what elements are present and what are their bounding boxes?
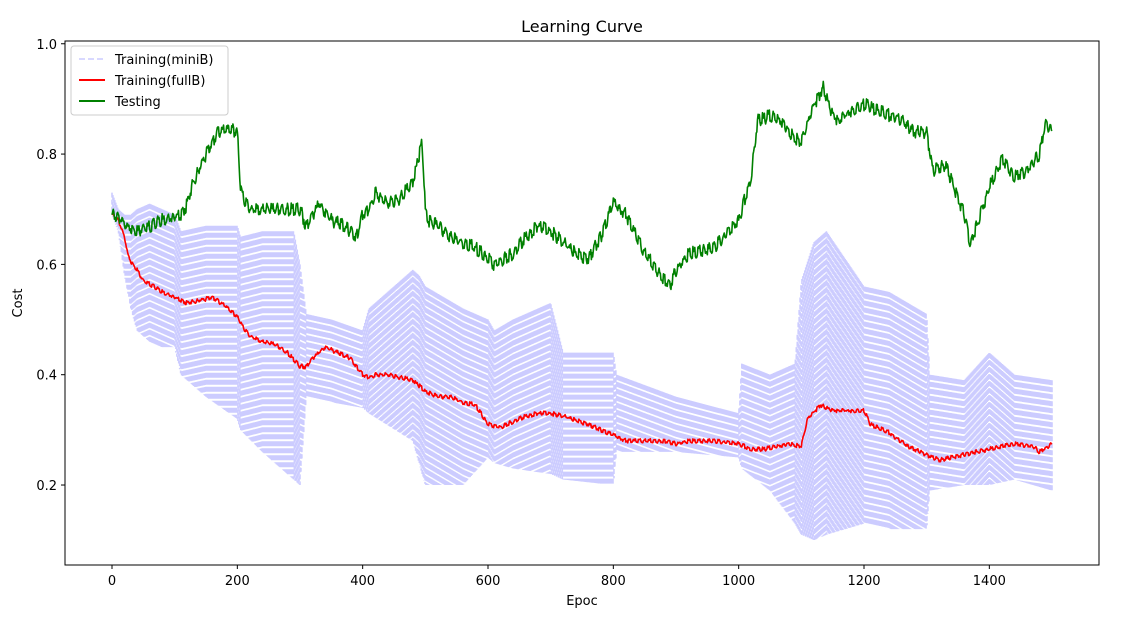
x-tick-label: 0 — [108, 574, 116, 589]
x-tick-label: 1200 — [847, 574, 880, 589]
chart-title: Learning Curve — [521, 17, 643, 36]
series-line-training-minib — [111, 192, 1053, 541]
y-axis-label: Cost — [11, 289, 26, 318]
y-tick-label: 0.4 — [36, 369, 57, 384]
x-tick-label: 1400 — [973, 574, 1006, 589]
y-tick-label: 1.0 — [36, 38, 57, 53]
legend: Training(miniB) Training(fullB) Testing — [70, 45, 229, 116]
legend-item-training-minib: Training(miniB) — [79, 53, 213, 68]
x-tick-label: 1000 — [722, 574, 755, 589]
legend-label-testing: Testing — [114, 95, 161, 110]
y-tick-label: 0.2 — [36, 479, 57, 494]
x-tick-label: 200 — [225, 574, 250, 589]
y-axis-ticks: 0.2 0.4 0.6 0.8 1.0 — [36, 38, 65, 494]
legend-item-training-fullb: Training(fullB) — [79, 74, 205, 89]
legend-item-testing: Testing — [79, 95, 161, 110]
y-tick-label: 0.8 — [36, 148, 57, 163]
legend-box — [70, 45, 229, 116]
x-axis-ticks: 0 200 400 600 800 1000 1200 1400 — [108, 565, 1006, 589]
series-line-testing — [111, 80, 1053, 291]
series-line-training-fullb — [111, 213, 1053, 463]
y-tick-label: 0.6 — [36, 258, 57, 273]
legend-label-training-fullb: Training(fullB) — [114, 74, 205, 89]
x-tick-label: 800 — [601, 574, 626, 589]
x-tick-label: 600 — [476, 574, 501, 589]
plot-frame — [64, 40, 1100, 566]
x-axis-label: Epoc — [566, 594, 598, 609]
legend-label-training-minib: Training(miniB) — [114, 53, 213, 68]
plot-area — [111, 80, 1053, 541]
x-tick-label: 400 — [350, 574, 375, 589]
